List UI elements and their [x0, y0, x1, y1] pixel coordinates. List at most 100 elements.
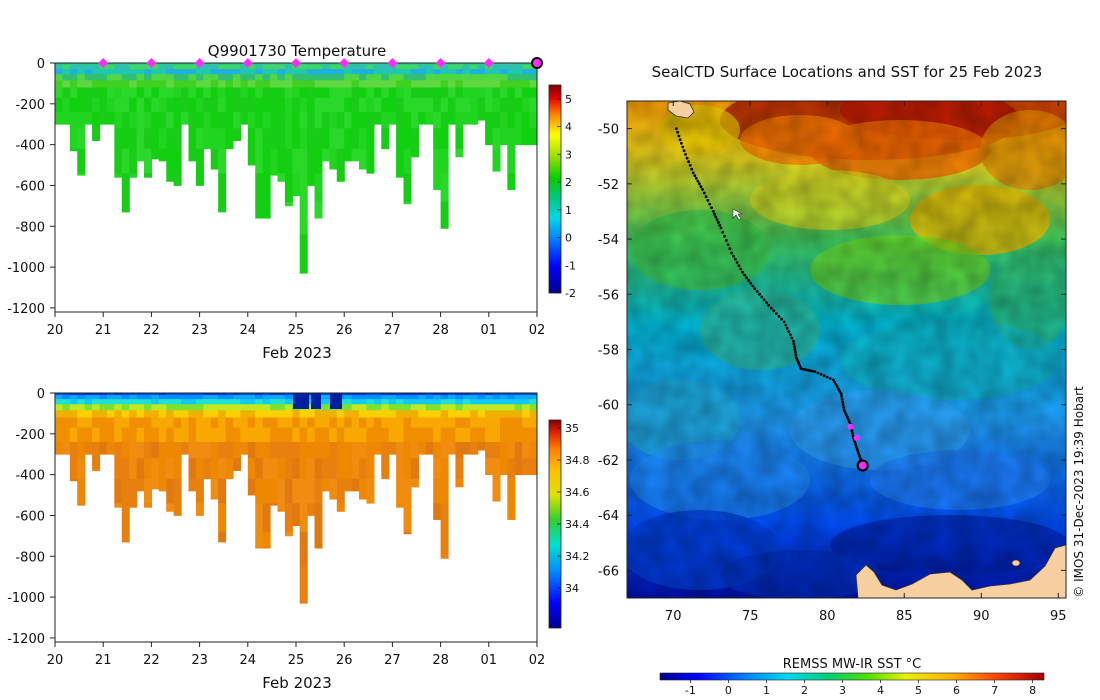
- temp-cell: [55, 65, 64, 70]
- temp-cell: [396, 74, 405, 81]
- sal-cell: [410, 441, 419, 459]
- temp-cell: [270, 173, 279, 176]
- x-tick-label: 26: [336, 323, 353, 338]
- sal-cell: [499, 393, 508, 396]
- track-point: [792, 342, 796, 346]
- temp-cell: [225, 65, 234, 70]
- temp-cell: [232, 87, 241, 99]
- temp-cell: [403, 148, 412, 174]
- temp-cell: [77, 69, 86, 75]
- temp-cell: [470, 65, 479, 70]
- sal-cell: [143, 399, 152, 405]
- temp-cell: [277, 148, 286, 174]
- sal-cell: [455, 404, 464, 411]
- sal-cell: [470, 441, 479, 455]
- temp-cell: [455, 74, 464, 81]
- temp-cell: [55, 69, 64, 75]
- temp-cell: [314, 201, 323, 219]
- sal-cell: [55, 393, 64, 396]
- temp-cell: [77, 74, 86, 81]
- temp-cell: [373, 63, 382, 66]
- temp-cell: [359, 69, 368, 75]
- temp-cell: [329, 63, 338, 66]
- sal-cell: [344, 417, 353, 429]
- temp-cell: [410, 69, 419, 75]
- temp-cell: [166, 74, 175, 81]
- temp-cell: [247, 111, 256, 129]
- temp-cell: [292, 80, 301, 88]
- temp-cell: [433, 80, 442, 88]
- track-point: [808, 369, 812, 373]
- sal-cell: [462, 427, 471, 443]
- temp-cell: [114, 65, 123, 70]
- temp-cell: [470, 74, 479, 81]
- temp-cell: [462, 63, 471, 66]
- sal-cell: [507, 478, 516, 504]
- temp-cell: [270, 111, 279, 129]
- sal-cell: [351, 478, 360, 492]
- sal-cell: [262, 417, 271, 429]
- sal-cell: [62, 395, 71, 400]
- sal-cell: [485, 441, 494, 459]
- sal-cell: [292, 441, 301, 459]
- temp-cell: [314, 74, 323, 81]
- temp-cell: [121, 148, 130, 174]
- temp-cell: [522, 97, 531, 113]
- current-location-marker: [856, 459, 869, 472]
- temp-cell: [99, 74, 108, 81]
- track-point: [725, 239, 728, 242]
- temp-cell: [321, 97, 330, 113]
- temp-cell: [477, 97, 486, 113]
- temp-cell: [455, 63, 464, 66]
- track-point: [850, 429, 854, 433]
- sal-cell: [188, 404, 197, 411]
- temp-cell: [277, 65, 286, 70]
- temp-cell: [158, 148, 167, 162]
- sal-cell: [106, 393, 115, 396]
- temp-cell: [314, 173, 323, 203]
- temp-cell: [396, 65, 405, 70]
- sal-cell: [218, 458, 227, 480]
- temp-cell: [344, 128, 353, 150]
- temp-cell: [166, 111, 175, 129]
- temp-cell: [166, 63, 175, 66]
- sal-cell: [121, 427, 130, 443]
- x-tick-label: 22: [143, 323, 160, 338]
- track-point: [832, 378, 835, 382]
- sal-cell: [158, 458, 167, 480]
- sal-cell: [522, 399, 531, 405]
- temp-cell: [433, 65, 442, 70]
- temp-cell: [277, 128, 286, 150]
- y-tick-label: -400: [15, 469, 45, 484]
- temp-cell: [507, 173, 516, 190]
- sal-cell: [62, 410, 71, 418]
- temp-cell: [470, 80, 479, 88]
- temp-cell: [92, 63, 101, 66]
- track-point: [701, 188, 704, 191]
- sal-cell: [99, 441, 108, 455]
- temp-cell: [158, 65, 167, 70]
- temp-cell: [321, 87, 330, 99]
- y-tick-label: -1200: [7, 302, 45, 317]
- track-point: [767, 303, 771, 307]
- temp-cell: [188, 80, 197, 88]
- temp-cell: [277, 97, 286, 113]
- temp-cell: [410, 63, 419, 66]
- sal-cell: [366, 478, 375, 504]
- sal-cell: [440, 441, 449, 459]
- sal-cell: [359, 410, 368, 418]
- sal-cell: [188, 458, 197, 480]
- sal-cell: [166, 410, 175, 418]
- track-point: [792, 339, 795, 343]
- sal-cell: [299, 410, 308, 418]
- sal-cell: [129, 478, 138, 504]
- sal-cell: [455, 458, 464, 480]
- temp-cell: [381, 87, 390, 99]
- temp-cell: [136, 69, 145, 75]
- temp-cell: [514, 87, 523, 99]
- sal-cell: [225, 404, 234, 411]
- sal-cell: [195, 404, 204, 411]
- sal-cell: [55, 441, 64, 455]
- sal-cell: [203, 410, 212, 418]
- temp-cell: [203, 128, 212, 150]
